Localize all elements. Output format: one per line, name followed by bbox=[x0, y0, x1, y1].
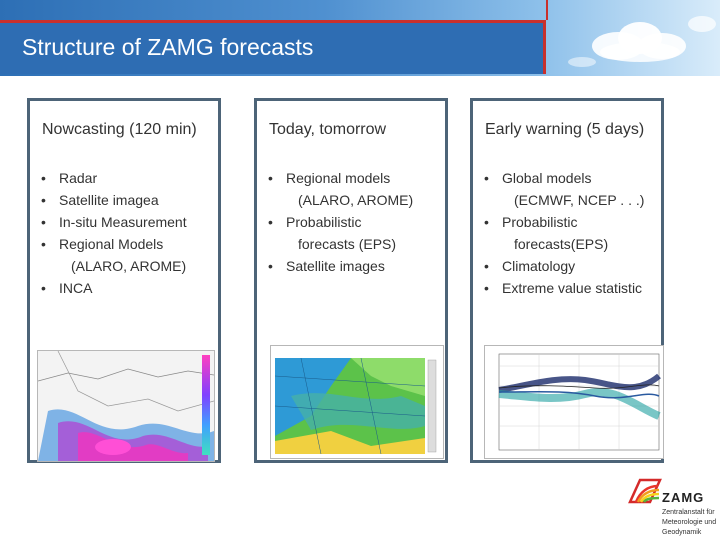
list-item: Climatology bbox=[482, 255, 644, 277]
list-item: Global models bbox=[482, 167, 644, 189]
page-title: Structure of ZAMG forecasts bbox=[22, 34, 314, 60]
regional-model-map-image bbox=[270, 345, 444, 459]
list-item: Extreme value statistic bbox=[482, 277, 644, 299]
logo-wordmark: ZAMG bbox=[662, 490, 705, 505]
list-item-continuation: forecasts(EPS) bbox=[514, 236, 609, 252]
zamg-logo-icon bbox=[628, 478, 662, 504]
panel-heading: Nowcasting (120 min) bbox=[42, 121, 197, 138]
panel-heading: Early warning (5 days) bbox=[485, 121, 645, 138]
panel-today-tomorrow: Today, tomorrow Regional models (ALARO, … bbox=[254, 98, 448, 463]
list-item: INCA bbox=[39, 277, 187, 299]
cloud-decoration bbox=[568, 16, 716, 67]
list-item: In-situ Measurement bbox=[39, 211, 187, 233]
panel-list: Global models (ECMWF, NCEP . . .) Probab… bbox=[482, 167, 644, 299]
logo-subtitle-line: Meteorologie und bbox=[662, 519, 717, 526]
list-item: Probabilistic bbox=[482, 211, 644, 233]
list-item: Probabilistic bbox=[266, 211, 413, 233]
panel-heading: Today, tomorrow bbox=[269, 121, 387, 138]
list-item-continuation: forecasts (EPS) bbox=[298, 236, 397, 252]
header-accent-line bbox=[546, 0, 548, 20]
list-item-continuation: (ECMWF, NCEP . . .) bbox=[514, 192, 645, 208]
logo-subtitle: Zentralanstalt für Meteorologie und Geod… bbox=[662, 508, 716, 538]
list-item: Radar bbox=[39, 167, 187, 189]
panel-early-warning: Early warning (5 days) Global models (EC… bbox=[470, 98, 664, 463]
eps-plume-chart-image bbox=[484, 345, 664, 459]
panel-nowcasting: Nowcasting (120 min) Radar Satellite ima… bbox=[27, 98, 221, 463]
list-item: Satellite imagea bbox=[39, 189, 187, 211]
list-item-continuation: (ALARO, AROME) bbox=[71, 258, 187, 274]
list-item: Regional Models bbox=[39, 233, 187, 255]
panel-list: Regional models (ALARO, AROME) Probabili… bbox=[266, 167, 413, 277]
radar-map-image bbox=[37, 350, 215, 462]
logo-subtitle-line: Geodynamik bbox=[662, 529, 702, 536]
list-item: Satellite images bbox=[266, 255, 413, 277]
title-box bbox=[0, 20, 546, 74]
list-item-continuation: (ALARO, AROME) bbox=[298, 192, 414, 208]
panel-list: Radar Satellite imagea In-situ Measureme… bbox=[39, 167, 187, 299]
logo-subtitle-line: Zentralanstalt für bbox=[662, 509, 715, 516]
list-item: Regional models bbox=[266, 167, 413, 189]
